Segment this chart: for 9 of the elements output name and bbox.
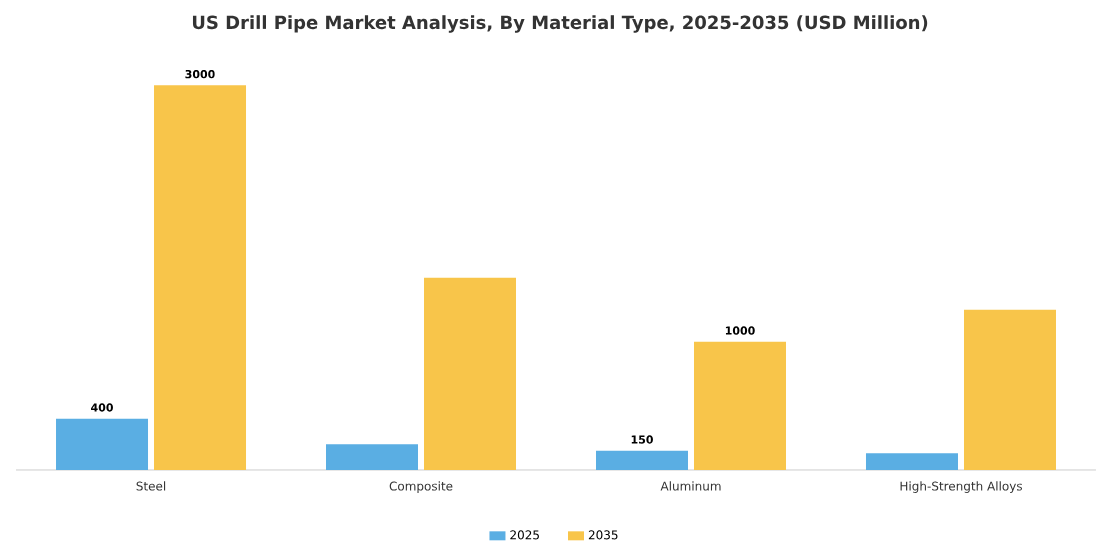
bar	[596, 450, 688, 470]
bar	[154, 85, 247, 470]
bar	[326, 444, 418, 470]
bar	[694, 341, 786, 470]
bar	[865, 453, 958, 470]
chart-title: US Drill Pipe Market Analysis, By Material Type, 2025-2035 (USD Million)	[192, 15, 928, 33]
bar	[56, 418, 149, 470]
bar	[963, 309, 1056, 470]
bar	[424, 277, 517, 470]
